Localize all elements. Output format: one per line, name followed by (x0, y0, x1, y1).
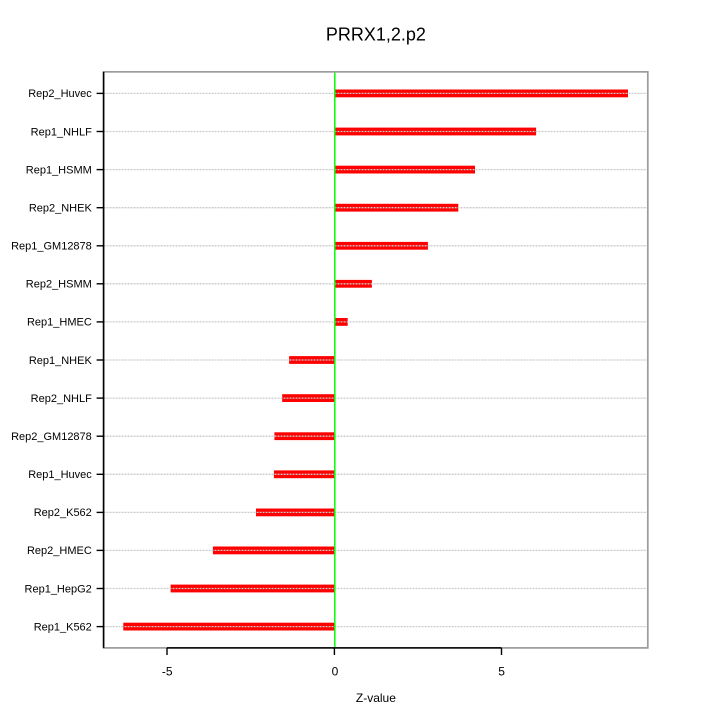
svg-text:Rep1_NHLF: Rep1_NHLF (31, 126, 92, 138)
svg-text:Rep2_Huvec: Rep2_Huvec (28, 88, 92, 100)
svg-text:Rep1_HMEC: Rep1_HMEC (27, 317, 92, 329)
svg-text:Rep1_HSMM: Rep1_HSMM (26, 164, 92, 176)
svg-text:Rep2_NHLF: Rep2_NHLF (31, 393, 92, 405)
svg-text:Rep1_NHEK: Rep1_NHEK (29, 355, 93, 367)
svg-text:Rep1_Huvec: Rep1_Huvec (28, 469, 92, 481)
svg-text:Rep1_GM12878: Rep1_GM12878 (11, 241, 92, 253)
svg-text:5: 5 (498, 664, 505, 678)
svg-text:Rep2_K562: Rep2_K562 (34, 507, 92, 519)
svg-text:Rep2_HMEC: Rep2_HMEC (27, 545, 92, 557)
svg-text:0: 0 (332, 664, 339, 678)
svg-text:Rep2_GM12878: Rep2_GM12878 (11, 431, 92, 443)
svg-text:Rep1_HepG2: Rep1_HepG2 (25, 583, 92, 595)
svg-text:Rep2_NHEK: Rep2_NHEK (29, 203, 93, 215)
svg-text:-5: -5 (162, 664, 173, 678)
svg-text:Z-value: Z-value (356, 691, 396, 705)
svg-text:Rep2_HSMM: Rep2_HSMM (26, 279, 92, 291)
svg-text:PRRX1,2.p2: PRRX1,2.p2 (326, 24, 426, 44)
svg-text:Rep1_K562: Rep1_K562 (34, 621, 92, 633)
